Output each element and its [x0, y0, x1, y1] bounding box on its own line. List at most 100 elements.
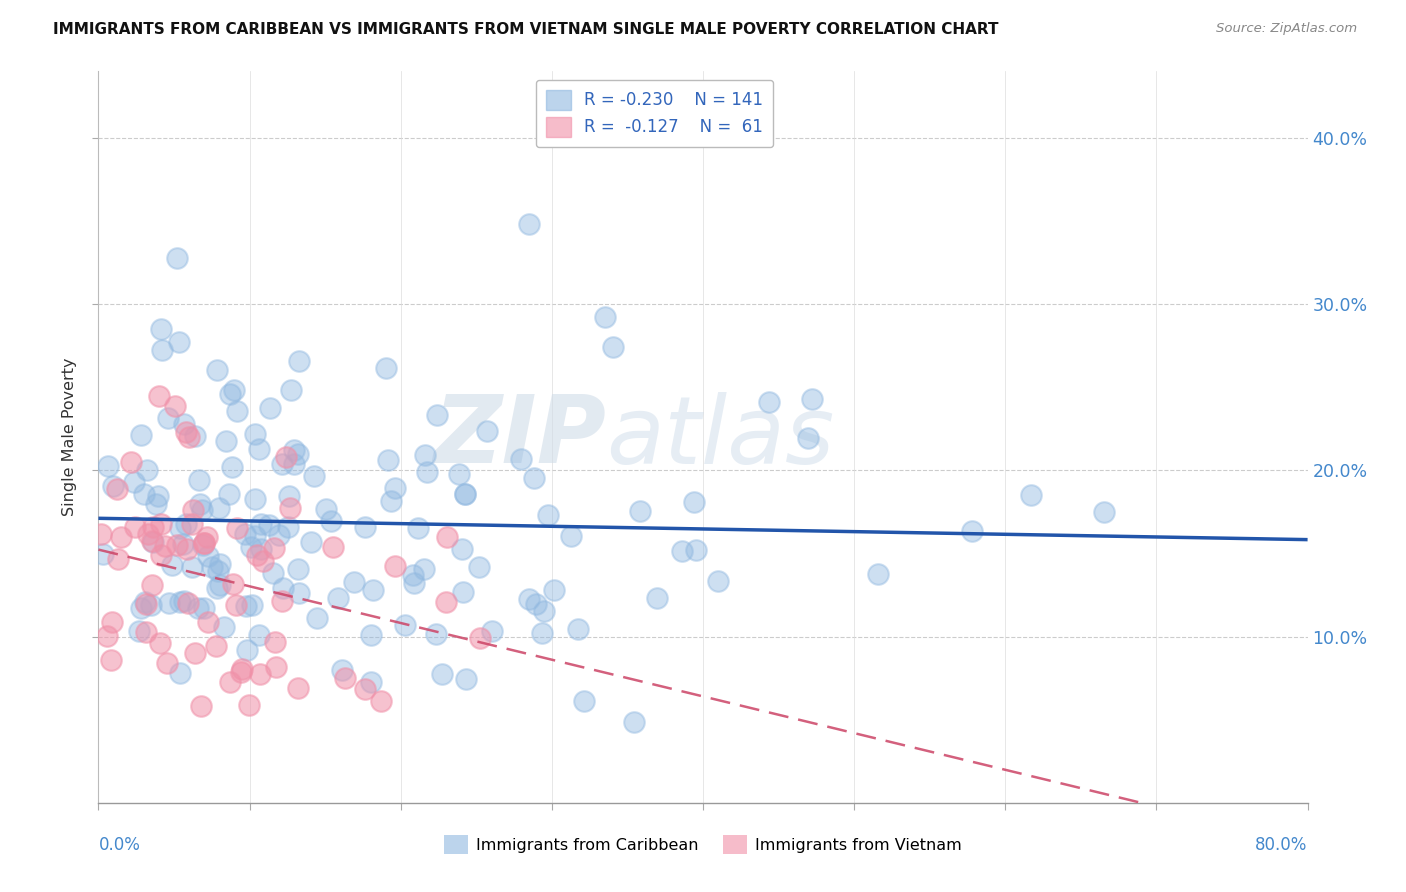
Point [1092, 505, 1115, 519]
Point [222, 576, 245, 591]
Point [280, 501, 302, 516]
Point [315, 501, 337, 516]
Point [416, 465, 439, 479]
Point [517, 217, 540, 231]
Point [671, 544, 693, 558]
Point [413, 448, 436, 462]
Point [221, 459, 243, 474]
Point [245, 529, 267, 543]
Point [602, 340, 624, 354]
Point [623, 715, 645, 730]
Point [270, 594, 292, 608]
Point [322, 541, 344, 555]
Point [195, 530, 218, 544]
Point [184, 646, 207, 660]
Point [247, 628, 270, 642]
Point [181, 560, 204, 574]
Point [249, 667, 271, 681]
Point [193, 535, 215, 549]
Point [524, 597, 547, 611]
Point [148, 388, 170, 402]
Point [179, 430, 201, 444]
Point [447, 467, 470, 482]
Legend: Immigrants from Caribbean, Immigrants from Vietnam: Immigrants from Caribbean, Immigrants fr… [439, 829, 967, 861]
Point [238, 698, 260, 712]
Point [156, 411, 179, 425]
Point [207, 564, 229, 578]
Point [277, 520, 299, 534]
Point [287, 681, 309, 695]
Point [176, 542, 198, 557]
Point [263, 541, 285, 555]
Point [128, 624, 150, 639]
Point [283, 458, 305, 472]
Text: 0.0%: 0.0% [98, 836, 141, 854]
Point [155, 539, 177, 553]
Point [470, 632, 492, 646]
Point [226, 521, 249, 535]
Point [186, 601, 208, 615]
Point [353, 681, 375, 696]
Point [231, 665, 253, 679]
Point [707, 574, 730, 589]
Point [523, 470, 546, 484]
Point [797, 431, 820, 445]
Point [430, 666, 453, 681]
Point [1019, 488, 1042, 502]
Text: ZIP: ZIP [433, 391, 606, 483]
Point [758, 395, 780, 409]
Point [209, 557, 232, 571]
Point [193, 601, 215, 615]
Point [302, 468, 325, 483]
Text: Source: ZipAtlas.com: Source: ZipAtlas.com [1216, 22, 1357, 36]
Point [454, 487, 477, 501]
Point [163, 399, 186, 413]
Point [205, 640, 228, 654]
Point [141, 534, 163, 549]
Point [240, 541, 263, 555]
Point [274, 450, 297, 464]
Text: atlas: atlas [606, 392, 835, 483]
Point [122, 475, 145, 490]
Point [288, 354, 311, 368]
Point [231, 662, 253, 676]
Point [136, 527, 159, 541]
Point [454, 487, 477, 501]
Point [402, 568, 425, 582]
Point [205, 581, 228, 595]
Point [135, 598, 157, 612]
Point [205, 363, 228, 377]
Point [574, 694, 596, 708]
Point [169, 521, 191, 535]
Point [354, 520, 377, 534]
Point [181, 516, 204, 531]
Point [330, 663, 353, 677]
Point [166, 251, 188, 265]
Point [134, 595, 156, 609]
Point [412, 561, 434, 575]
Point [683, 495, 706, 509]
Point [219, 674, 242, 689]
Point [149, 636, 172, 650]
Point [370, 694, 392, 708]
Point [287, 586, 309, 600]
Point [197, 549, 219, 563]
Y-axis label: Single Male Poverty: Single Male Poverty [62, 358, 77, 516]
Point [215, 434, 238, 449]
Point [250, 541, 273, 556]
Point [360, 628, 382, 642]
Point [333, 671, 356, 685]
Point [326, 591, 349, 606]
Point [157, 596, 180, 610]
Point [97, 458, 120, 473]
Point [243, 427, 266, 442]
Point [305, 611, 328, 625]
Point [135, 463, 157, 477]
Point [173, 417, 195, 431]
Point [177, 596, 200, 610]
Point [193, 538, 215, 552]
Point [240, 599, 263, 613]
Point [384, 559, 406, 574]
Point [150, 516, 173, 531]
Point [218, 487, 240, 501]
